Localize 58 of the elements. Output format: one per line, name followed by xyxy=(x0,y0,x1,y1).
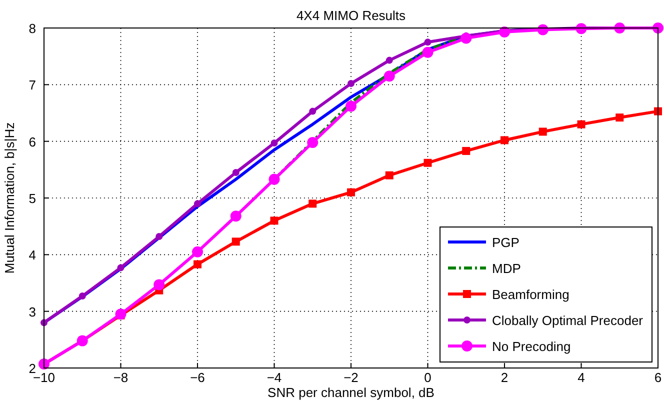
point xyxy=(308,200,317,208)
point xyxy=(577,120,586,128)
point xyxy=(309,108,316,115)
point xyxy=(232,169,240,176)
y-axis-title: Mutual Information, b|s|Hz xyxy=(2,122,17,274)
x-tick-label: 6 xyxy=(654,370,662,385)
y-tick-label: 7 xyxy=(28,78,36,93)
point xyxy=(460,32,472,44)
point xyxy=(616,114,624,122)
point xyxy=(386,56,393,64)
x-tick-label: −8 xyxy=(113,370,128,385)
point xyxy=(347,188,355,196)
point xyxy=(307,136,318,148)
point xyxy=(538,128,547,136)
x-axis-title: SNR per channel symbol, dB xyxy=(268,385,434,400)
chart-title: 4X4 MIMO Results xyxy=(296,8,406,23)
point xyxy=(230,210,242,222)
point xyxy=(194,260,202,268)
point xyxy=(500,136,508,144)
point xyxy=(192,246,203,258)
y-tick-label: 5 xyxy=(28,191,36,206)
legend-label: Clobally Optimal Precoder xyxy=(492,313,644,328)
legend-label: No Precoding xyxy=(492,339,571,354)
point xyxy=(270,216,278,225)
point xyxy=(385,171,394,180)
y-tick-label: 6 xyxy=(28,134,36,150)
x-tick-label: 4 xyxy=(578,370,585,385)
legend-label: MDP xyxy=(492,261,521,276)
point xyxy=(115,308,126,320)
point xyxy=(537,24,548,36)
y-tick-label: 3 xyxy=(28,304,36,320)
point xyxy=(194,200,201,208)
point xyxy=(422,46,434,58)
point xyxy=(346,100,356,112)
point xyxy=(154,279,165,290)
legend-label: Beamforming xyxy=(492,287,570,302)
point xyxy=(424,38,432,46)
point xyxy=(232,238,240,246)
point xyxy=(499,26,510,38)
point xyxy=(462,146,470,155)
x-tick-label: 0 xyxy=(424,370,432,385)
point xyxy=(348,80,354,88)
point xyxy=(78,292,86,300)
point xyxy=(384,70,395,82)
y-tick-label: 4 xyxy=(28,248,36,263)
legend-label: PGP xyxy=(492,235,520,250)
point xyxy=(117,264,124,272)
point xyxy=(156,233,163,240)
x-tick-label: 2 xyxy=(500,370,508,385)
point xyxy=(576,23,587,34)
point xyxy=(270,140,278,147)
point xyxy=(424,158,432,167)
x-tick-label: −4 xyxy=(266,370,282,385)
x-tick-label: −10 xyxy=(32,370,56,385)
x-tick-label: −2 xyxy=(344,370,358,385)
x-tick-label: −6 xyxy=(190,370,205,385)
point xyxy=(268,174,280,185)
y-tick-label: 8 xyxy=(28,21,36,36)
